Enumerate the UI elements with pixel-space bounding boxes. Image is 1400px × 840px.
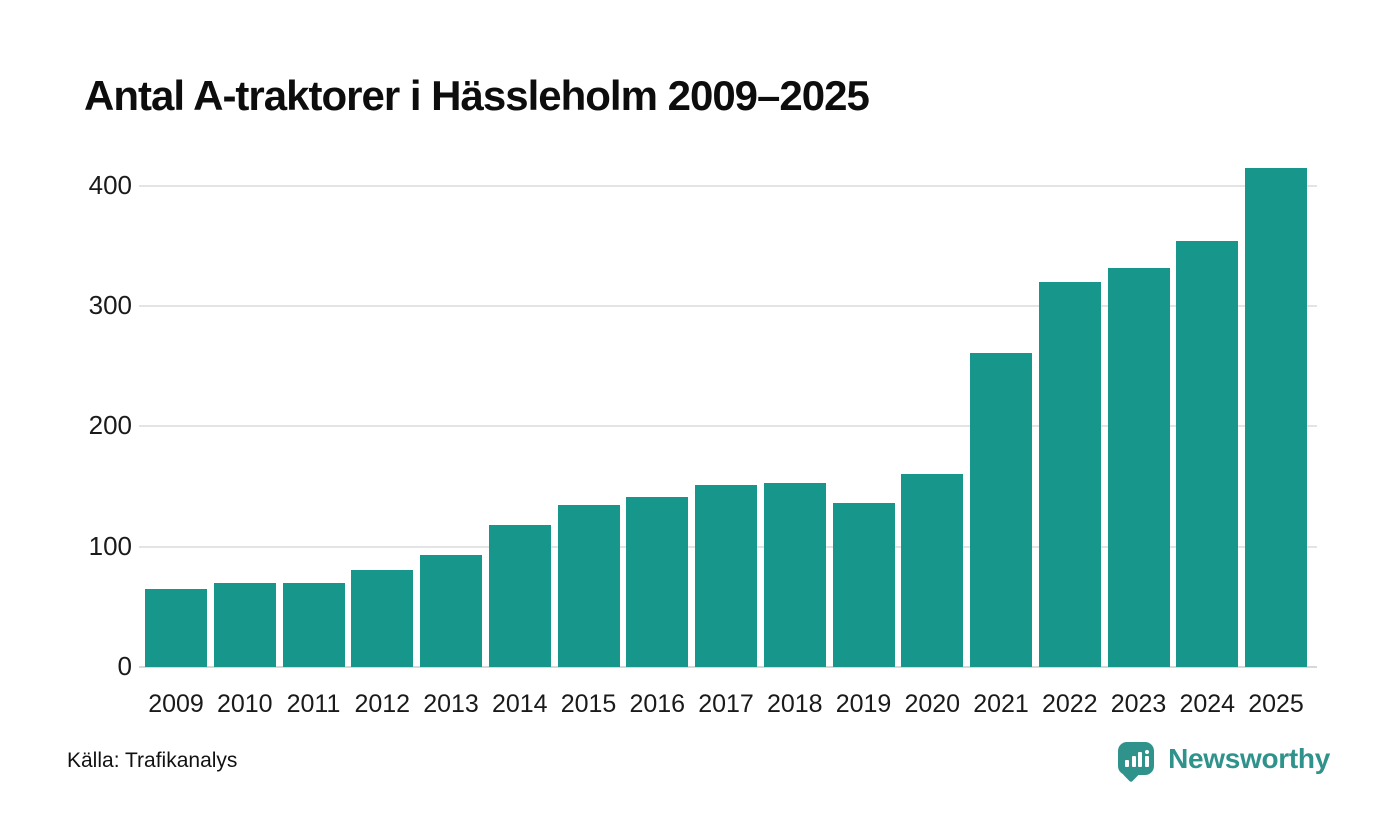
bar-2020 xyxy=(901,474,964,667)
bar-column-2024: 2024 xyxy=(1176,150,1239,718)
bar-column-2016: 2016 xyxy=(626,150,689,718)
gridline-200 xyxy=(139,425,1317,428)
bar-column-2014: 2014 xyxy=(488,150,551,718)
y-tick-label-200: 200 xyxy=(88,410,132,441)
x-tick-label-2025: 2025 xyxy=(1248,690,1304,718)
bar-2021 xyxy=(970,352,1032,667)
bar-2012 xyxy=(351,569,414,667)
bar-column-2023: 2023 xyxy=(1107,150,1170,718)
bar-2009 xyxy=(145,588,207,667)
bar-2016 xyxy=(626,497,689,667)
bar-column-2009: 2009 xyxy=(145,150,207,718)
x-tick-label-2021: 2021 xyxy=(973,690,1029,718)
x-tick-label-2012: 2012 xyxy=(354,690,411,718)
bar-2019 xyxy=(832,503,895,667)
bar-column-2012: 2012 xyxy=(351,150,414,718)
x-tick-label-2020: 2020 xyxy=(904,690,961,718)
y-tick-label-100: 100 xyxy=(88,530,132,561)
x-tick-label-2018: 2018 xyxy=(766,690,823,718)
bar-2023 xyxy=(1107,267,1170,667)
x-tick-label-2010: 2010 xyxy=(216,690,273,718)
bar-2010 xyxy=(213,582,276,667)
speech-bubble-tail xyxy=(1122,765,1140,783)
newsworthy-logo-icon xyxy=(1118,742,1155,783)
bar-series: 2009 2010 2011 2012 2013 2014 2015 2016 2017 2018… xyxy=(145,150,1307,718)
bar-column-2019: 2019 xyxy=(832,150,895,718)
gridline-400 xyxy=(139,184,1317,187)
x-tick-label-2013: 2013 xyxy=(423,690,479,718)
plot-area: 2009 2010 2011 2012 2013 2014 2015 2016 2017 2018… xyxy=(139,150,1317,718)
bar-2018 xyxy=(763,482,826,667)
bar-column-2020: 2020 xyxy=(901,150,964,718)
newsworthy-logo: Newsworthy xyxy=(1118,742,1330,783)
bar-column-2011: 2011 xyxy=(282,150,345,718)
x-tick-label-2022: 2022 xyxy=(1041,690,1098,718)
x-tick-label-2014: 2014 xyxy=(491,690,548,718)
bar-chart-icon xyxy=(1125,750,1149,767)
y-tick-label-300: 300 xyxy=(88,290,132,320)
x-tick-label-2017: 2017 xyxy=(698,690,754,718)
x-tick-label-2023: 2023 xyxy=(1110,690,1167,718)
bar-column-2015: 2015 xyxy=(557,150,620,718)
x-tick-label-2015: 2015 xyxy=(560,690,617,718)
bar-2014 xyxy=(488,525,551,667)
bar-column-2017: 2017 xyxy=(695,150,757,718)
y-tick-label-0: 0 xyxy=(117,651,132,681)
brand-name: Newsworthy xyxy=(1168,742,1330,774)
gridline-300 xyxy=(139,305,1317,308)
bar-2015 xyxy=(557,504,620,667)
bar-column-2013: 2013 xyxy=(420,150,482,718)
bar-column-2018: 2018 xyxy=(763,150,826,718)
x-tick-label-2009: 2009 xyxy=(148,690,204,718)
bar-2011 xyxy=(282,582,345,667)
bar-2017 xyxy=(695,485,757,667)
x-tick-label-2016: 2016 xyxy=(629,690,686,718)
bar-column-2025: 2025 xyxy=(1245,150,1307,718)
chart-title: Antal A-traktorer i Hässleholm 2009–2025 xyxy=(84,72,870,119)
x-tick-label-2024: 2024 xyxy=(1179,690,1236,718)
exclamation-icon xyxy=(1144,750,1149,767)
y-tick-label-400: 400 xyxy=(88,169,132,200)
x-tick-label-2019: 2019 xyxy=(835,690,892,718)
bar-2013 xyxy=(420,555,482,667)
bar-column-2021: 2021 xyxy=(970,150,1032,718)
gridline-0 xyxy=(139,666,1317,668)
source-note: Källa: Trafikanalys xyxy=(67,749,238,772)
x-tick-label-2011: 2011 xyxy=(286,690,341,718)
bar-column-2010: 2010 xyxy=(213,150,276,718)
bar-2024 xyxy=(1176,241,1239,667)
bar-2025 xyxy=(1245,167,1307,667)
bar-column-2022: 2022 xyxy=(1038,150,1101,718)
bar-2022 xyxy=(1038,281,1101,667)
